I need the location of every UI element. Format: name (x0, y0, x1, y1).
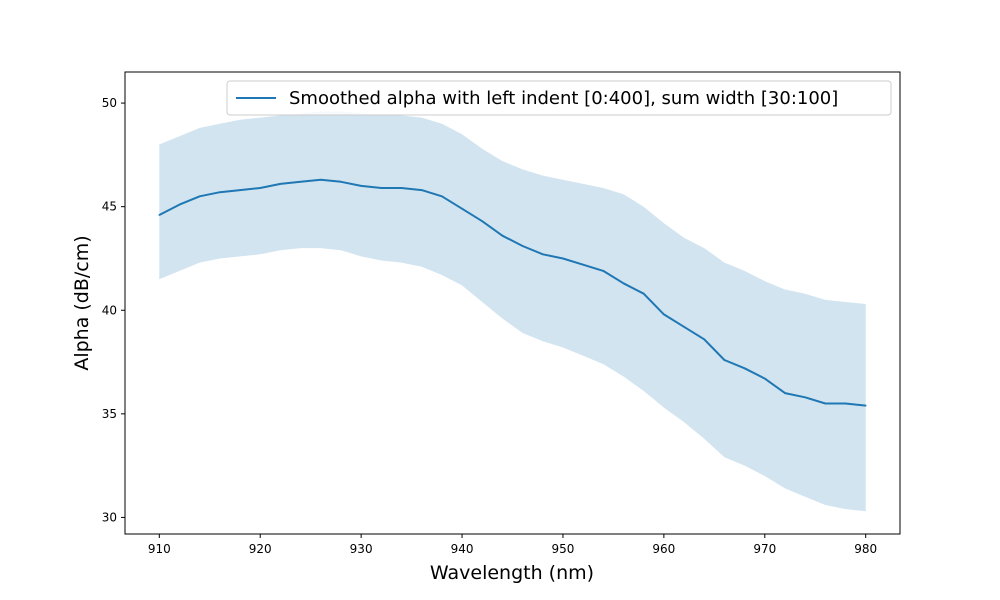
confidence-band (159, 111, 866, 512)
data-point (441, 195, 443, 198)
data-point (602, 270, 605, 272)
data-point (703, 338, 705, 341)
y-axis-label: Alpha (dB/cm) (71, 235, 93, 370)
data-point (743, 367, 746, 370)
legend-entry-label: Smoothed alpha with left indent [0:400],… (289, 88, 838, 109)
y-tick-label: 45 (102, 200, 117, 214)
x-tick-label: 950 (552, 542, 575, 556)
data-point (360, 185, 362, 187)
data-point (642, 292, 645, 295)
series-line (158, 178, 866, 407)
data-point (299, 181, 302, 183)
x-axis-label: Wavelength (nm) (430, 562, 594, 584)
data-point (259, 187, 262, 189)
y-tick-label: 40 (102, 303, 117, 317)
data-point (582, 263, 584, 266)
data-point (521, 245, 524, 247)
data-point (481, 220, 484, 222)
data-point (400, 187, 403, 189)
legend: Smoothed alpha with left indent [0:400],… (226, 80, 892, 116)
data-point (844, 402, 847, 405)
data-point (420, 189, 423, 191)
data-point (158, 214, 161, 216)
x-tick-label: 930 (350, 542, 373, 556)
x-tick-label: 920 (249, 542, 272, 556)
data-point (683, 326, 685, 328)
data-point (279, 183, 282, 185)
data-point (380, 187, 383, 189)
x-tick-label: 980 (854, 542, 877, 556)
x-tick-label: 970 (753, 542, 776, 556)
axes-frame (124, 71, 901, 535)
data-point (622, 282, 625, 285)
y-tick-label: 50 (102, 96, 117, 110)
data-point (804, 396, 806, 399)
data-point (178, 203, 181, 206)
data-point (784, 392, 786, 394)
data-point (764, 377, 766, 380)
x-tick-label: 910 (148, 542, 171, 556)
data-point (824, 402, 827, 405)
data-point (239, 189, 241, 191)
data-point (542, 253, 544, 256)
y-tick-label: 30 (102, 510, 117, 524)
y-tick-label: 35 (102, 407, 117, 421)
data-point (320, 178, 322, 181)
data-point (562, 257, 564, 260)
data-point (663, 313, 665, 316)
x-tick-label: 940 (451, 542, 474, 556)
data-point (461, 207, 463, 210)
x-axis: 910 920 930 940 950 960 970 980 (148, 534, 877, 556)
data-point (723, 359, 726, 361)
data-point (501, 234, 504, 237)
data-point (198, 195, 201, 198)
x-tick-label: 960 (652, 542, 675, 556)
data-point (340, 181, 342, 183)
plot-area (158, 111, 867, 512)
data-point (219, 191, 221, 193)
y-axis: 30 35 40 45 50 (102, 96, 125, 524)
legend-box (226, 80, 892, 116)
data-point (864, 404, 867, 407)
